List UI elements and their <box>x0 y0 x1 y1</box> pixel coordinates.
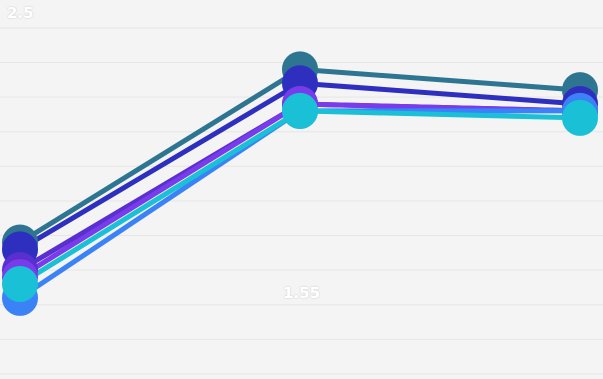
data-point[interactable] <box>282 92 318 129</box>
data-point[interactable] <box>2 266 38 302</box>
data-point[interactable] <box>562 99 598 136</box>
top-tick-label: 2.5 <box>7 4 34 22</box>
series-layer <box>2 51 598 316</box>
mid-value-label: 1.55 <box>283 284 321 302</box>
series-points-6 <box>2 92 598 302</box>
